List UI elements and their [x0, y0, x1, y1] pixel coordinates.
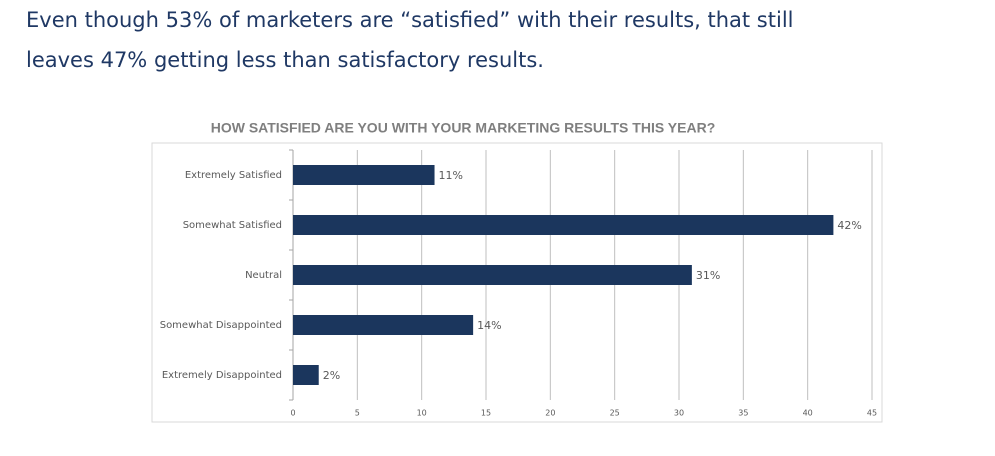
intro-line: Even though 53% of marketers are “satisf… — [26, 8, 794, 32]
x-tick-label: 10 — [417, 409, 427, 418]
bar — [293, 165, 435, 185]
y-tick-label: Somewhat Satisfied — [183, 220, 282, 231]
bar — [293, 215, 834, 235]
intro-line: leaves 47% getting less than satisfactor… — [26, 48, 544, 72]
y-tick-label: Extremely Satisfied — [185, 170, 282, 181]
y-tick-label: Extremely Disappointed — [162, 370, 282, 381]
x-tick-label: 45 — [867, 409, 877, 418]
x-tick-label: 35 — [738, 409, 748, 418]
x-tick-label: 5 — [355, 409, 360, 418]
x-tick-label: 0 — [290, 409, 295, 418]
y-tick-label: Neutral — [245, 270, 282, 281]
chart-frame — [151, 142, 883, 423]
bar — [293, 365, 319, 385]
bar — [293, 315, 474, 335]
data-label: 14% — [477, 319, 501, 332]
bar — [293, 265, 692, 285]
y-tick-label: Somewhat Disappointed — [160, 320, 282, 331]
x-tick-label: 20 — [545, 409, 555, 418]
x-tick-label: 25 — [610, 409, 620, 418]
x-tick-label: 40 — [803, 409, 813, 418]
data-label: 31% — [696, 269, 720, 282]
data-label: 42% — [837, 219, 861, 232]
data-label: 11% — [439, 169, 463, 182]
x-tick-label: 30 — [674, 409, 684, 418]
x-tick-label: 15 — [481, 409, 491, 418]
chart-title: HOW SATISFIED ARE YOU WITH YOUR MARKETIN… — [211, 120, 716, 136]
data-label: 2% — [323, 369, 340, 382]
